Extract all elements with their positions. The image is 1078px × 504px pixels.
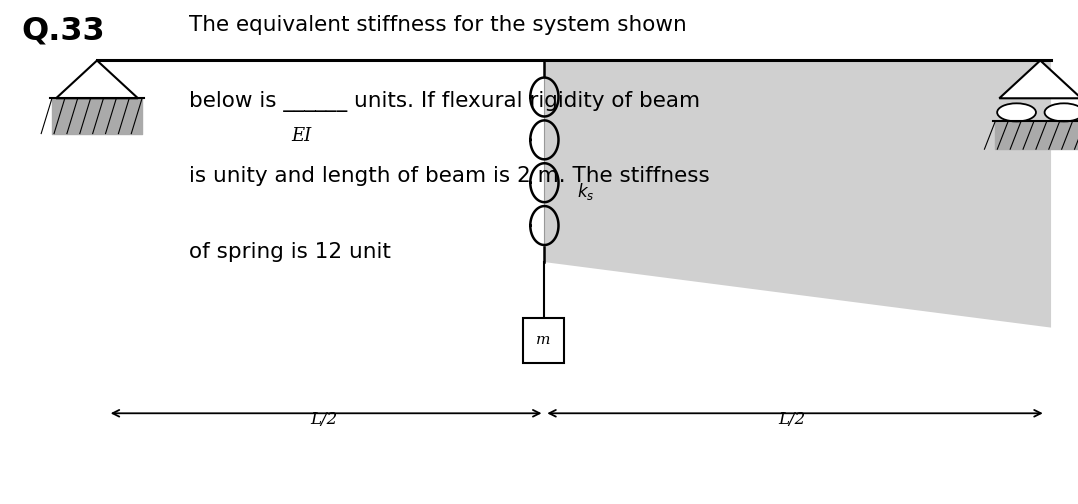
Text: L/2: L/2	[778, 411, 806, 428]
Circle shape	[1045, 103, 1078, 121]
Text: EI: EI	[292, 127, 312, 145]
Text: below is ______ units. If flexural rigidity of beam: below is ______ units. If flexural rigid…	[189, 91, 700, 112]
Text: is unity and length of beam is 2 m. The stiffness: is unity and length of beam is 2 m. The …	[189, 166, 709, 186]
Bar	[523, 318, 564, 363]
Text: $k_s$: $k_s$	[577, 181, 594, 202]
Text: of spring is 12 unit: of spring is 12 unit	[189, 242, 390, 262]
Text: Q.33: Q.33	[22, 15, 106, 46]
Polygon shape	[56, 60, 138, 98]
Polygon shape	[999, 60, 1078, 98]
Circle shape	[997, 103, 1036, 121]
Text: m: m	[536, 333, 551, 347]
Polygon shape	[544, 60, 1051, 328]
Text: The equivalent stiffness for the system shown: The equivalent stiffness for the system …	[189, 15, 687, 35]
Text: L/2: L/2	[309, 411, 337, 428]
